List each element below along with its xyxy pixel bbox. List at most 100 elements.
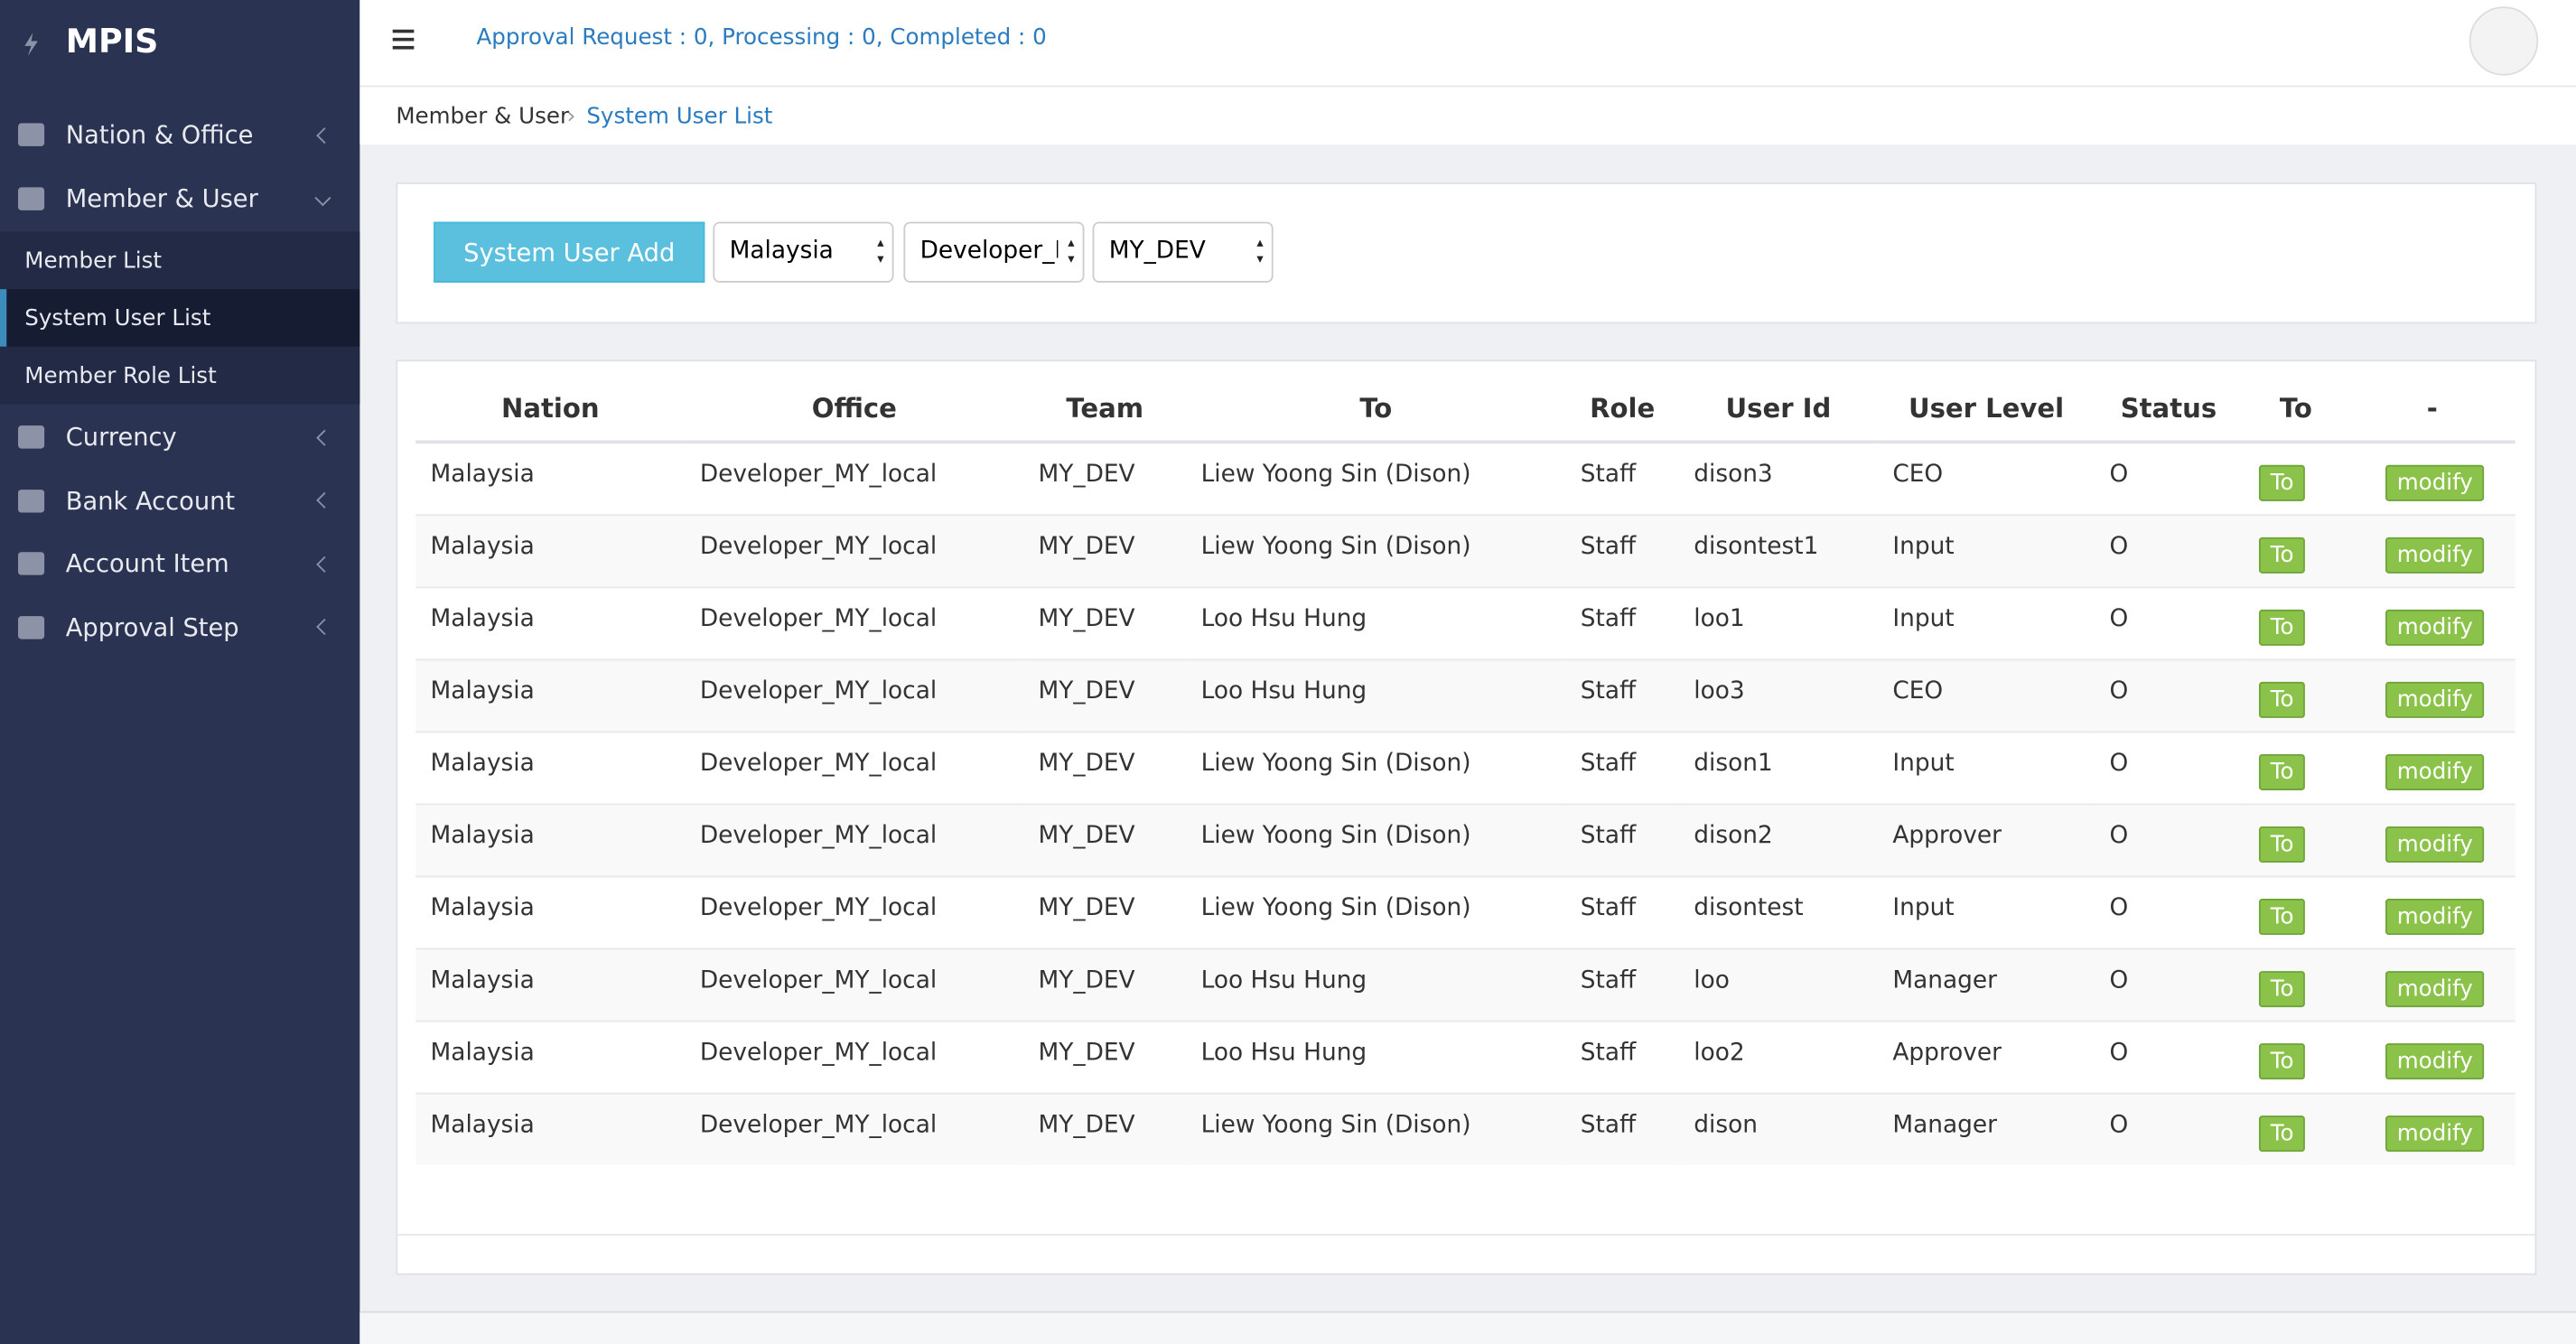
cell: Developer_MY_local — [685, 513, 1024, 587]
breadcrumb-item[interactable]: Member & User — [396, 103, 570, 130]
cell: O — [2095, 874, 2243, 948]
table-body: Malaysia Developer_MY_local MY_DEV Liew Yoo… — [415, 441, 2515, 1165]
action-cell: modify — [2348, 1091, 2515, 1165]
cell: Liew Yoong Sin (Dison) — [1186, 441, 1566, 515]
submenu-item[interactable]: System User List — [0, 289, 360, 347]
menu-icon — [18, 489, 45, 512]
cell: Input — [1877, 874, 2095, 948]
cell: O — [2095, 585, 2243, 659]
to-button[interactable]: To — [2258, 753, 2306, 790]
user-avatar[interactable] — [2469, 6, 2539, 76]
cell: MY_DEV — [1023, 947, 1187, 1021]
to-button[interactable]: To — [2258, 1042, 2306, 1079]
cell: O — [2095, 730, 2243, 804]
action-cell: modify — [2348, 585, 2515, 659]
action-cell: To — [2242, 730, 2349, 804]
modify-button[interactable]: modify — [2385, 608, 2485, 645]
cell: MY_DEV — [1023, 730, 1187, 804]
cell: Malaysia — [415, 658, 686, 732]
modify-button[interactable]: modify — [2385, 681, 2485, 718]
action-cell: modify — [2348, 1019, 2515, 1093]
modify-button[interactable]: modify — [2385, 1115, 2485, 1152]
submenu-label: System User List — [24, 304, 211, 331]
modify-button[interactable]: modify — [2385, 536, 2485, 573]
to-button[interactable]: To — [2258, 1115, 2306, 1152]
menu-item[interactable]: Member & User — [0, 167, 359, 229]
cell: Developer_MY_local — [685, 874, 1024, 948]
nation-select[interactable]: Malaysia — [713, 221, 894, 283]
modify-button[interactable]: modify — [2385, 464, 2485, 501]
cell: Input — [1877, 513, 2095, 587]
to-button[interactable]: To — [2258, 826, 2306, 863]
column-header: - — [2348, 376, 2515, 444]
select-value: Developer_MY_local — [919, 238, 1059, 265]
modify-button[interactable]: modify — [2385, 970, 2485, 1007]
cell: MY_DEV — [1023, 441, 1187, 515]
cell: Malaysia — [415, 1091, 686, 1165]
cell: dison3 — [1678, 441, 1878, 515]
menu-label: Bank Account — [65, 485, 236, 516]
to-button[interactable]: To — [2258, 464, 2306, 501]
select-value: MY_DEV — [1108, 238, 1206, 265]
cell: Malaysia — [415, 441, 686, 515]
menu-toggle[interactable] — [392, 29, 415, 50]
to-button[interactable]: To — [2258, 898, 2306, 935]
cell: disontest1 — [1678, 513, 1878, 587]
menu-icon — [18, 425, 45, 449]
panel-footer — [397, 1234, 2535, 1236]
modify-button[interactable]: modify — [2385, 1042, 2485, 1079]
cell: Liew Yoong Sin (Dison) — [1186, 1091, 1566, 1165]
cell: Loo Hsu Hung — [1186, 1019, 1566, 1093]
cell: Malaysia — [415, 1019, 686, 1093]
team-select[interactable]: MY_DEV — [1092, 221, 1274, 283]
cell: Staff — [1565, 585, 1679, 659]
cell: Staff — [1565, 947, 1679, 1021]
modify-button[interactable]: modify — [2385, 826, 2485, 863]
modify-button[interactable]: modify — [2385, 898, 2485, 935]
menu-item[interactable]: Account Item — [0, 532, 359, 594]
submenu-item[interactable]: Member List — [0, 231, 360, 290]
action-cell: modify — [2348, 730, 2515, 804]
cell: Loo Hsu Hung — [1186, 658, 1566, 732]
status-summary: Approval Request : 0, Processing : 0, Co… — [476, 24, 1047, 51]
cell: MY_DEV — [1023, 1091, 1187, 1165]
cell: Liew Yoong Sin (Dison) — [1186, 802, 1566, 876]
cell: O — [2095, 802, 2243, 876]
cell: O — [2095, 947, 2243, 1021]
action-cell: To — [2242, 658, 2349, 732]
cell: Malaysia — [415, 513, 686, 587]
office-select[interactable]: Developer_MY_local — [903, 221, 1085, 283]
add-button[interactable]: System User Add — [434, 221, 705, 283]
menu-item[interactable]: Nation & Office — [0, 104, 359, 166]
brand: MPIS — [65, 21, 159, 61]
to-button[interactable]: To — [2258, 970, 2306, 1007]
cell: Malaysia — [415, 585, 686, 659]
cell: Developer_MY_local — [685, 802, 1024, 876]
menu-label: Nation & Office — [65, 119, 254, 150]
sidebar: MPIS Nation & Office Member & User Member … — [0, 0, 360, 1344]
table-row: Malaysia Developer_MY_local MY_DEV Liew Yoo… — [415, 441, 2515, 515]
cell: MY_DEV — [1023, 658, 1187, 732]
to-button[interactable]: To — [2258, 681, 2306, 718]
to-button[interactable]: To — [2258, 536, 2306, 573]
toolbar-panel: System User Add Malaysia Developer_MY_lo… — [396, 182, 2537, 324]
cell: Developer_MY_local — [685, 1019, 1024, 1093]
chevron — [314, 190, 331, 207]
submenu-item[interactable]: Member Role List — [0, 346, 360, 405]
menu-item[interactable]: Bank Account — [0, 469, 359, 531]
cell: loo1 — [1678, 585, 1878, 659]
to-button[interactable]: To — [2258, 608, 2306, 645]
user-table: Nation Office Team To Role User Id User Level S… — [415, 376, 2515, 1165]
menu-item[interactable]: Approval Step — [0, 595, 359, 658]
cell: Approver — [1877, 1019, 2095, 1093]
header-row: Nation Office Team To Role User Id User Level S… — [415, 376, 2515, 444]
table-row: Malaysia Developer_MY_local MY_DEV Loo Hsu … — [415, 1019, 2515, 1093]
column-header: To — [2242, 376, 2349, 444]
submenu-label: Member Role List — [24, 362, 217, 389]
cell: MY_DEV — [1023, 513, 1187, 587]
menu-item[interactable]: Currency — [0, 406, 359, 468]
column-header: User Level — [1877, 376, 2095, 444]
column-header: Role — [1565, 376, 1679, 444]
cell: loo2 — [1678, 1019, 1878, 1093]
modify-button[interactable]: modify — [2385, 753, 2485, 790]
